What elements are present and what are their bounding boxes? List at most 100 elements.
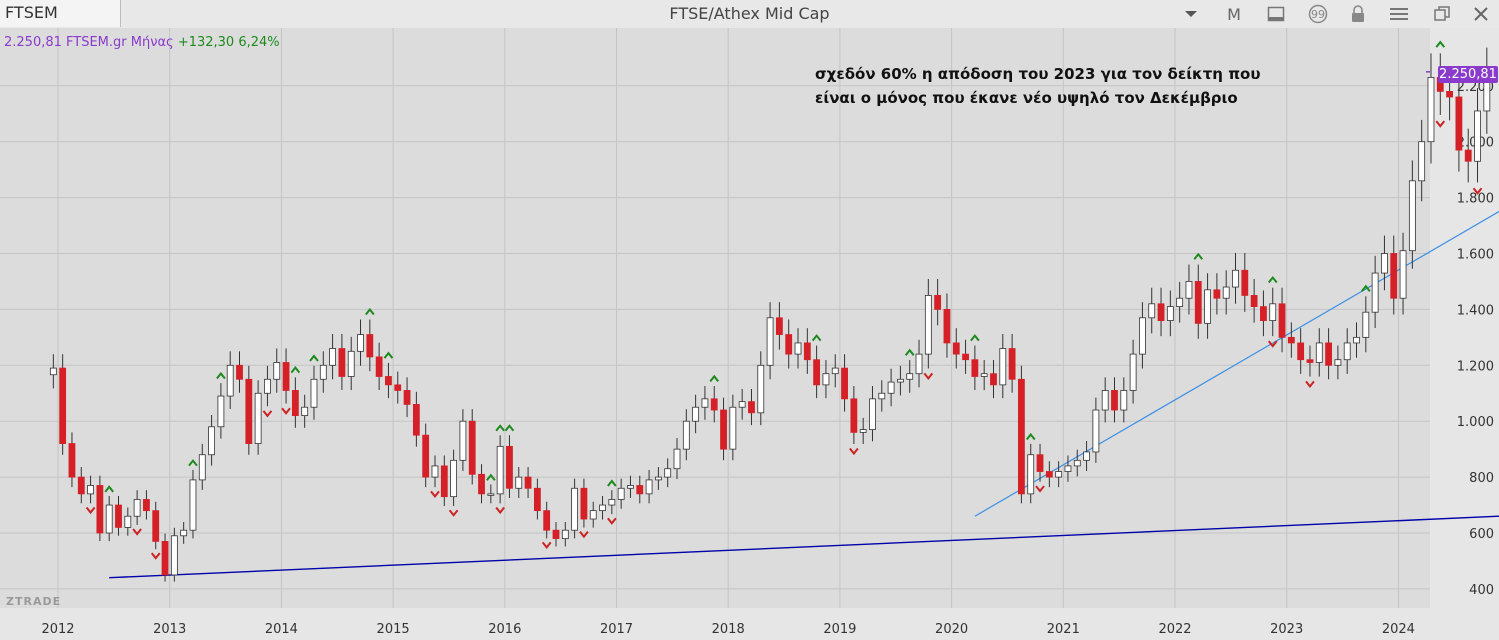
candle	[841, 354, 848, 412]
candle	[962, 339, 969, 374]
candle	[682, 409, 690, 461]
candle-body-up	[180, 529, 188, 537]
candle	[561, 522, 569, 547]
period-label: M	[1227, 4, 1241, 24]
y-tick-label: 1.200	[1457, 359, 1494, 374]
candle-body-down	[68, 443, 76, 478]
swing-low-marker	[579, 531, 589, 539]
swing-low-marker	[85, 506, 96, 515]
quote-name: FTSEM.gr Μήνας	[66, 35, 174, 50]
symbol-input[interactable]: FTSEM	[5, 3, 58, 22]
candle-body-down	[1045, 471, 1053, 478]
candle-body-up	[897, 378, 904, 383]
candle-body-up	[664, 468, 672, 478]
panel-icon[interactable]	[1262, 2, 1290, 26]
x-tick-label: 2019	[823, 622, 856, 637]
candle-body-up	[766, 317, 774, 366]
x-tick-label: 2024	[1382, 622, 1415, 637]
candle-body-up	[571, 487, 579, 531]
candle	[1381, 235, 1388, 291]
candle-body-up	[189, 479, 197, 531]
candle-body-down	[385, 376, 392, 386]
candle-body-up	[1371, 272, 1379, 313]
close-icon[interactable]	[1467, 2, 1495, 26]
candle-body-up	[450, 459, 458, 498]
candle	[1101, 377, 1109, 423]
candle	[1045, 461, 1053, 488]
swing-high-marker	[709, 374, 720, 383]
candle	[766, 302, 774, 380]
candle	[524, 467, 532, 498]
candle	[357, 319, 364, 366]
candle	[1018, 365, 1025, 504]
candle	[77, 467, 85, 504]
candle	[1055, 461, 1063, 488]
candle	[282, 348, 290, 404]
price-chart[interactable]: 4006008001.0001.2001.4001.6001.8002.0002…	[0, 28, 1499, 640]
candle-body-down	[161, 540, 169, 576]
candle-body-down	[533, 487, 541, 512]
candle	[1371, 255, 1379, 329]
candle	[208, 414, 215, 466]
candle	[645, 469, 653, 504]
candle	[952, 328, 960, 369]
candle-body-down	[282, 362, 290, 391]
swing-high-marker	[1025, 432, 1036, 441]
candle	[1120, 377, 1128, 423]
candle-body-down	[943, 308, 951, 344]
trendlines	[109, 211, 1499, 579]
swing-markers	[85, 40, 1483, 560]
candle-body-down	[1287, 336, 1295, 344]
chevron-down-icon[interactable]	[1177, 2, 1205, 26]
candle	[1073, 449, 1081, 477]
restore-icon[interactable]	[1428, 2, 1456, 26]
swing-low-marker	[262, 410, 273, 418]
lock-icon[interactable]	[1344, 2, 1372, 26]
candle-body-down	[748, 401, 755, 414]
candle-body-up	[1381, 253, 1388, 274]
candle	[59, 354, 67, 455]
x-tick-label: 2017	[600, 622, 633, 637]
candle	[1222, 270, 1230, 315]
candle	[589, 501, 597, 528]
candle	[1111, 377, 1118, 423]
candle	[627, 475, 634, 498]
candle	[1474, 88, 1481, 183]
menu-icon[interactable]	[1385, 2, 1413, 26]
candle-body-up	[1334, 359, 1342, 366]
candle-body-down	[440, 465, 448, 498]
candle-body-up	[1427, 77, 1435, 143]
candle	[152, 501, 160, 550]
candle-body-down	[375, 356, 383, 377]
candle-body-up	[1315, 342, 1323, 363]
swing-high-marker	[1193, 252, 1204, 260]
candle	[608, 490, 616, 515]
candle-body-down	[580, 487, 588, 520]
candle	[990, 360, 997, 399]
candle-body-down	[96, 485, 104, 534]
x-tick-label: 2020	[935, 622, 968, 637]
symbol-box[interactable]: FTSEM	[0, 0, 121, 27]
candle-body-up	[1362, 311, 1370, 338]
candle-body-up	[487, 493, 495, 496]
candle-body-up	[1101, 390, 1109, 411]
svg-text:99: 99	[1311, 8, 1325, 21]
candle-body-down	[1297, 342, 1305, 361]
candle-body-up	[980, 373, 988, 377]
candle-body-down	[115, 504, 122, 528]
candle-body-down	[1018, 378, 1025, 495]
x-tick-label: 2018	[712, 622, 745, 637]
candle-body-up	[459, 420, 467, 461]
swing-low-marker	[849, 447, 859, 456]
candle	[301, 394, 309, 428]
candle-body-up	[599, 504, 606, 512]
candle	[720, 397, 727, 461]
quote-icon[interactable]: 99	[1304, 2, 1332, 26]
candle	[1064, 455, 1072, 482]
candle-body-up	[887, 381, 895, 394]
candle	[1287, 322, 1295, 358]
period-m-icon[interactable]: M	[1220, 2, 1248, 26]
x-tick-label: 2014	[265, 622, 298, 637]
swing-low-marker	[430, 490, 440, 499]
candle	[906, 360, 914, 393]
